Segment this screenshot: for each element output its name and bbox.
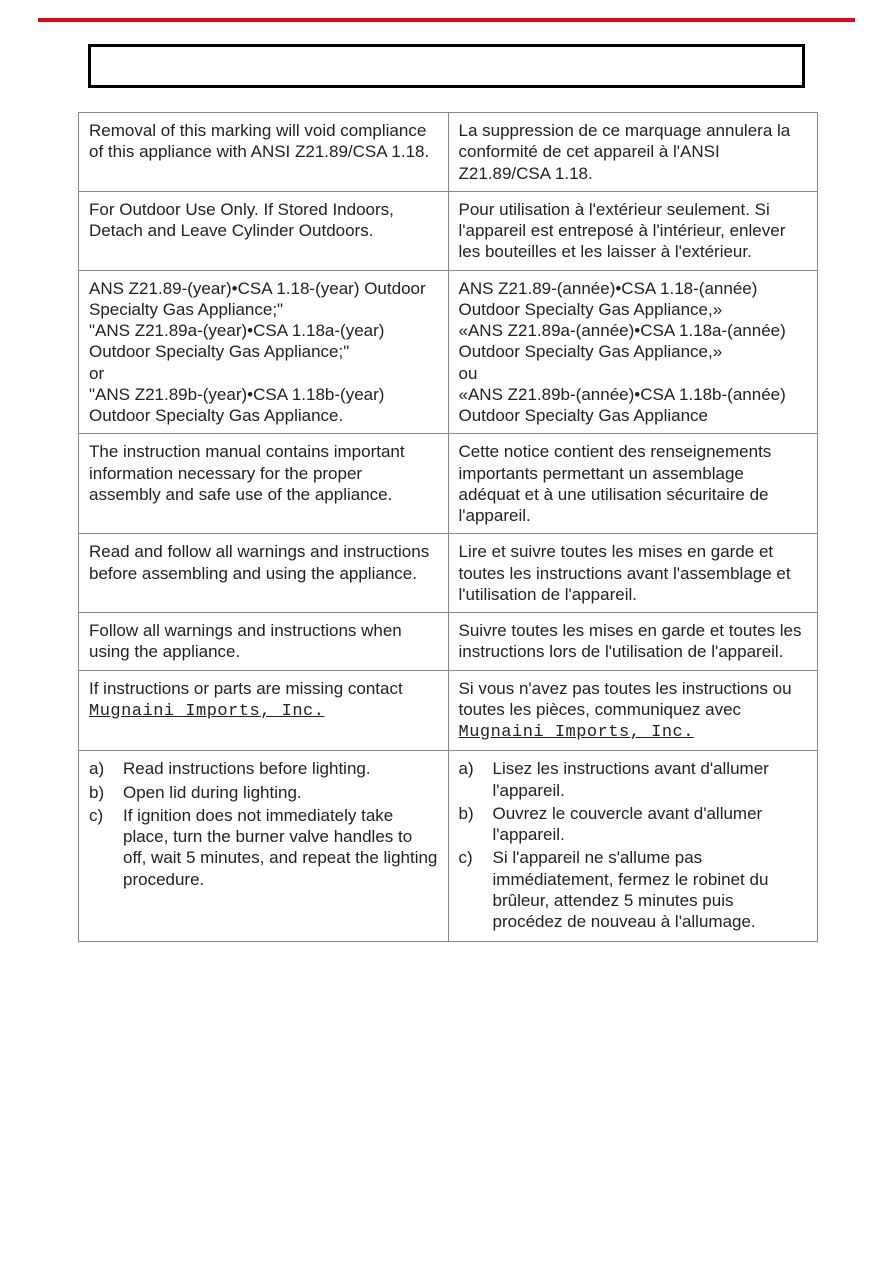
instruction-list-en: a)Read instructions before lighting. b)O… <box>89 758 438 890</box>
list-item: b)Ouvrez le couvercle avant d'allumer l'… <box>459 803 808 846</box>
bilingual-table: Removal of this marking will void compli… <box>78 112 818 942</box>
contact-prefix: If instructions or parts are missing con… <box>89 679 403 698</box>
list-item: c)Si l'appareil ne s'allume pas immédiat… <box>459 847 808 932</box>
cell-fr: ANS Z21.89-(année)•CSA 1.18-(année) Outd… <box>448 270 818 434</box>
table-row: The instruction manual contains importan… <box>79 434 818 534</box>
cell-fr: Cette notice contient des renseignements… <box>448 434 818 534</box>
cell-en: The instruction manual contains importan… <box>79 434 449 534</box>
list-label: a) <box>89 758 123 779</box>
cell-fr: Lire et suivre toutes les mises en garde… <box>448 534 818 613</box>
table-row: a)Read instructions before lighting. b)O… <box>79 751 818 942</box>
contact-prefix: Si vous n'avez pas toutes les instructio… <box>459 679 792 719</box>
cell-en: For Outdoor Use Only. If Stored Indoors,… <box>79 191 449 270</box>
cell-en: ANS Z21.89-(year)•CSA 1.18-(year) Outdoo… <box>79 270 449 434</box>
table-row: Removal of this marking will void compli… <box>79 113 818 192</box>
list-text: Lisez les instructions avant d'allumer l… <box>493 758 808 801</box>
company-name: Mugnaini Imports, Inc. <box>459 723 694 742</box>
list-item: b)Open lid during lighting. <box>89 782 438 803</box>
instruction-list-fr: a)Lisez les instructions avant d'allumer… <box>459 758 808 932</box>
page-border <box>38 18 855 22</box>
cell-fr: La suppression de ce marquage annulera l… <box>448 113 818 192</box>
table-row: For Outdoor Use Only. If Stored Indoors,… <box>79 191 818 270</box>
cell-en: Follow all warnings and instructions whe… <box>79 613 449 671</box>
list-label: b) <box>89 782 123 803</box>
list-label: c) <box>459 847 493 932</box>
list-item: c)If ignition does not immediately take … <box>89 805 438 890</box>
cell-fr: Suivre toutes les mises en garde et tout… <box>448 613 818 671</box>
cell-fr: Si vous n'avez pas toutes les instructio… <box>448 670 818 751</box>
cell-en: If instructions or parts are missing con… <box>79 670 449 751</box>
list-label: b) <box>459 803 493 846</box>
cell-en: Read and follow all warnings and instruc… <box>79 534 449 613</box>
table-row: Read and follow all warnings and instruc… <box>79 534 818 613</box>
list-text: If ignition does not immediately take pl… <box>123 805 438 890</box>
table-row: If instructions or parts are missing con… <box>79 670 818 751</box>
list-label: c) <box>89 805 123 890</box>
list-item: a)Read instructions before lighting. <box>89 758 438 779</box>
list-text: Ouvrez le couvercle avant d'allumer l'ap… <box>493 803 808 846</box>
cell-fr: a)Lisez les instructions avant d'allumer… <box>448 751 818 942</box>
cell-en: Removal of this marking will void compli… <box>79 113 449 192</box>
table-row: ANS Z21.89-(year)•CSA 1.18-(year) Outdoo… <box>79 270 818 434</box>
cell-fr: Pour utilisation à l'extérieur seulement… <box>448 191 818 270</box>
list-text: Open lid during lighting. <box>123 782 438 803</box>
list-item: a)Lisez les instructions avant d'allumer… <box>459 758 808 801</box>
list-label: a) <box>459 758 493 801</box>
list-text: Read instructions before lighting. <box>123 758 438 779</box>
company-name: Mugnaini Imports, Inc. <box>89 702 324 721</box>
cell-en: a)Read instructions before lighting. b)O… <box>79 751 449 942</box>
table-row: Follow all warnings and instructions whe… <box>79 613 818 671</box>
list-text: Si l'appareil ne s'allume pas immédiatem… <box>493 847 808 932</box>
title-box <box>88 44 805 88</box>
